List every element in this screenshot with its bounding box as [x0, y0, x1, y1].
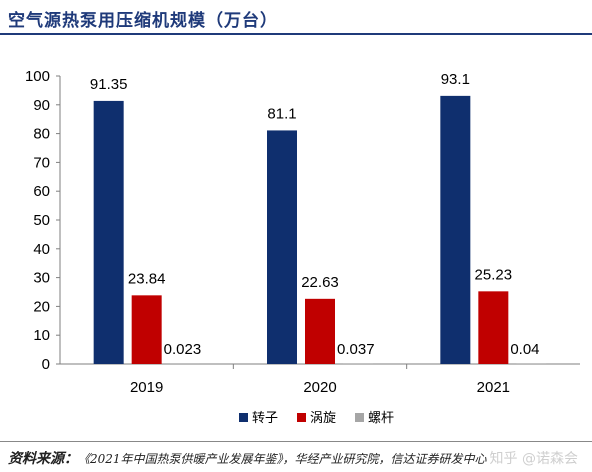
source-text: 《2021年中国热泵供暖产业发展年鉴》，华经产业研究院，信达证券研发中心: [84, 452, 487, 466]
bar-1-2: [478, 291, 509, 364]
watermark: 知乎 @诺森会: [489, 451, 578, 467]
y-tick-label: 90: [33, 97, 50, 114]
title-divider: [0, 33, 592, 35]
bar-0-0: [93, 100, 124, 365]
x-tick-label: 2019: [130, 379, 163, 396]
legend-label: 转子: [252, 410, 278, 425]
data-label: 81.1: [267, 105, 296, 122]
data-label: 93.1: [441, 71, 470, 88]
y-tick-label: 100: [25, 68, 50, 85]
bar-1-0: [131, 295, 162, 364]
chart-container: 0 10 20 30 40 50 60 70 80 90 100 2019 91.35 23.84 0.02…: [0, 40, 592, 438]
footer-divider: [0, 441, 592, 442]
data-label: 91.35: [90, 76, 128, 93]
y-tick-label: 70: [33, 154, 50, 171]
legend-label: 螺杆: [368, 410, 394, 425]
y-tick-label: 10: [33, 327, 50, 344]
legend-swatch: [297, 413, 306, 422]
data-label: 0.04: [510, 341, 539, 358]
data-label: 0.023: [164, 341, 202, 358]
source-label: 资料来源：: [8, 451, 78, 467]
y-tick-label: 20: [33, 298, 50, 315]
x-tick-label: 2021: [477, 379, 510, 396]
legend-swatch: [239, 413, 248, 422]
source-note: 资料来源： 《2021年中国热泵供暖产业发展年鉴》，华经产业研究院，信达证券研发中…: [8, 448, 487, 468]
legend-swatch: [355, 413, 364, 422]
y-tick-label: 80: [33, 126, 50, 143]
page-title: 空气源热泵用压缩机规模（万台）: [8, 11, 278, 31]
data-label: 22.63: [301, 274, 339, 291]
bar-1-1: [305, 298, 335, 364]
y-tick-label: 50: [33, 212, 50, 229]
bar-chart: 0 10 20 30 40 50 60 70 80 90 100 2019 91.35 23.84 0.02…: [25, 68, 580, 425]
data-label: 0.037: [337, 341, 375, 358]
y-tick-label: 30: [33, 270, 50, 287]
y-tick-label: 0: [42, 356, 50, 373]
x-tick-label: 2020: [303, 379, 336, 396]
data-label: 25.23: [475, 266, 513, 283]
data-label: 23.84: [128, 270, 166, 287]
legend-label: 涡旋: [310, 410, 336, 425]
y-tick-label: 60: [33, 183, 50, 200]
bar-0-2: [440, 95, 471, 364]
bar-0-1: [267, 130, 297, 364]
y-tick-label: 40: [33, 241, 50, 258]
